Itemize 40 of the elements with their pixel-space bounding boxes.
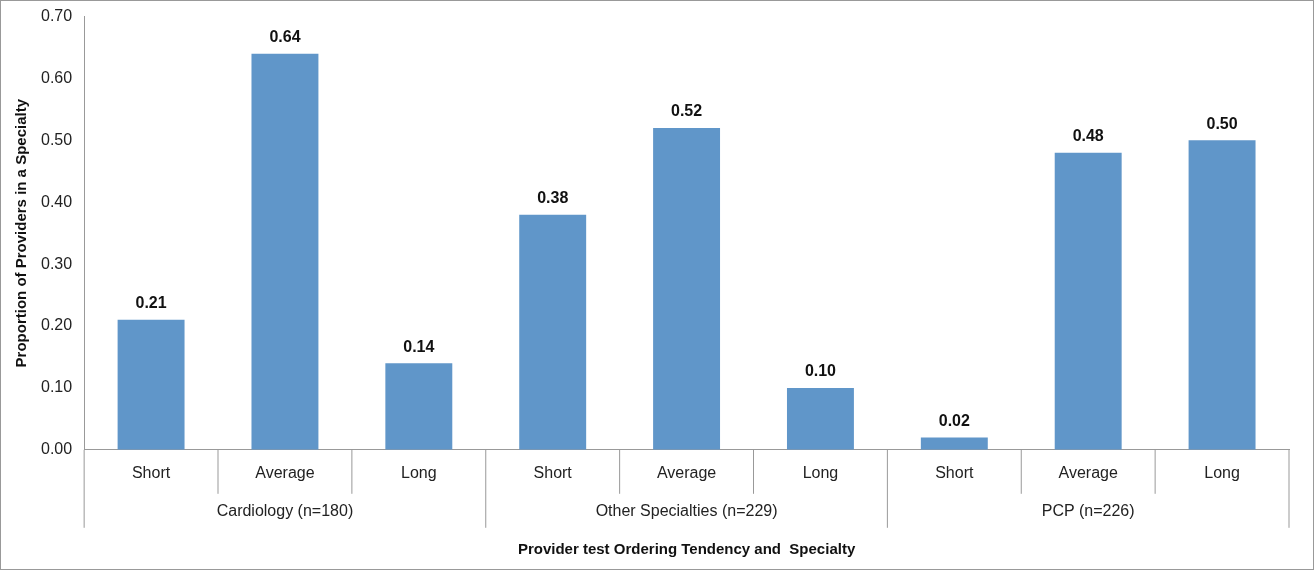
bar	[1054, 152, 1122, 450]
data-label: 0.14	[403, 337, 435, 355]
bar	[920, 437, 988, 450]
bar	[653, 127, 721, 450]
x-tick-label: Average	[656, 463, 717, 481]
y-tick-label: 0.60	[41, 68, 73, 86]
data-label: 0.38	[537, 189, 569, 207]
data-label: 0.50	[1206, 114, 1238, 132]
y-axis-title: Proportion of Providers in a Specialty	[12, 98, 30, 368]
bar	[385, 363, 453, 450]
bar	[519, 214, 587, 450]
y-tick-label: 0.00	[41, 440, 73, 458]
data-label: 0.64	[269, 28, 301, 46]
x-tick-label: Short	[935, 463, 974, 481]
x-tick-label: Short	[131, 463, 171, 481]
text: PCP (n=226)	[1041, 502, 1135, 520]
x-tick-label: Average	[1058, 463, 1118, 481]
data-label: 0.48	[1072, 127, 1104, 145]
bar	[786, 387, 854, 450]
data-label: 0.02	[938, 411, 970, 429]
y-tick-label: 0.40	[41, 192, 73, 210]
x-tick-label: Long	[802, 463, 839, 481]
x-tick-label: Average	[255, 463, 315, 481]
bar	[251, 53, 319, 450]
data-label: 0.52	[671, 102, 703, 120]
bar	[1188, 140, 1256, 450]
x-tick-label: Long	[401, 463, 437, 481]
y-tick-label: 0.10	[41, 378, 73, 396]
y-tick-label: 0.70	[41, 7, 73, 25]
y-tick-label: 0.30	[41, 254, 73, 272]
x-axis-title: Provider test Ordering Tendency and Specialty	[517, 540, 856, 558]
y-tick-label: 0.20	[41, 316, 73, 334]
y-tick-label: 0.50	[41, 130, 73, 148]
text: Other Specialties (n=229)	[595, 502, 778, 520]
text: Cardiology (n=180)	[216, 502, 354, 520]
bar	[117, 319, 185, 450]
x-tick-label: Short	[533, 463, 573, 481]
data-label: 0.10	[804, 362, 837, 380]
x-tick-label: Long	[1204, 463, 1240, 481]
data-label: 0.21	[135, 294, 167, 312]
